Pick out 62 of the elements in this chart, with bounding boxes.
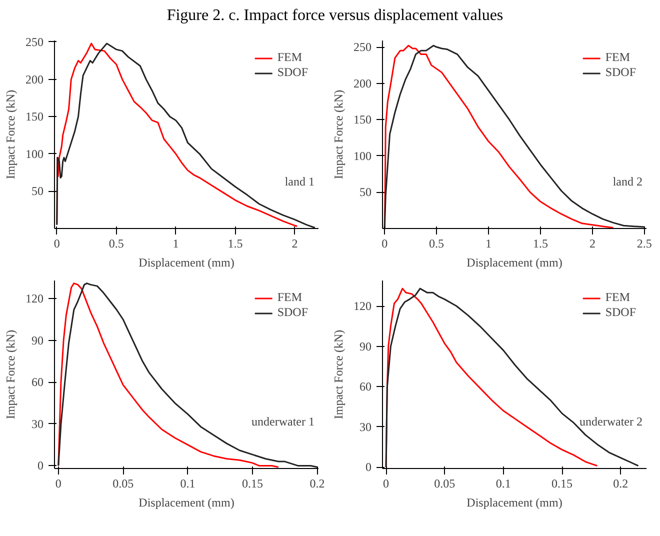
x-tick-label: 2 bbox=[292, 236, 298, 250]
legend-label: FEM bbox=[277, 290, 302, 305]
x-tick-label: 0.1 bbox=[496, 476, 511, 490]
y-tick-label: 200 bbox=[26, 72, 44, 86]
y-tick-label: 0 bbox=[38, 458, 44, 473]
legend-label: FEM bbox=[605, 50, 630, 65]
x-tick-label: 0.1 bbox=[180, 476, 196, 490]
y-tick-label: 0 bbox=[366, 460, 372, 474]
x-tick-label: 0.2 bbox=[613, 476, 628, 490]
y-tick-label: 100 bbox=[26, 146, 44, 161]
annotation: land 1 bbox=[284, 174, 315, 188]
y-tick-label: 60 bbox=[360, 380, 372, 394]
legend-label: SDOF bbox=[277, 65, 308, 80]
y-axis-title: Impact Force (kN) bbox=[4, 330, 18, 420]
x-tick-label: 1 bbox=[486, 236, 492, 250]
y-axis-title: Impact Force (kN) bbox=[332, 90, 346, 180]
y-tick-label: 250 bbox=[354, 40, 372, 54]
y-tick-label: 30 bbox=[32, 416, 44, 431]
annotation: land 2 bbox=[612, 174, 643, 188]
annotation: underwater 1 bbox=[252, 414, 315, 428]
legend-label: FEM bbox=[277, 50, 302, 65]
y-tick-label: 50 bbox=[32, 184, 44, 198]
y-tick-label: 100 bbox=[354, 148, 372, 163]
x-tick-label: 0.5 bbox=[108, 236, 124, 250]
y-tick-label: 60 bbox=[32, 375, 44, 390]
x-tick-label: 0.5 bbox=[429, 236, 444, 250]
x-axis-title: Displacement (mm) bbox=[466, 256, 562, 270]
y-tick-label: 30 bbox=[360, 420, 372, 434]
y-tick-label: 120 bbox=[26, 292, 44, 306]
chart-title: Figure 2. c. Impact force versus displacement values bbox=[166, 6, 504, 26]
legend-label: SDOF bbox=[277, 305, 308, 320]
y-axis-title: Impact Force (kN) bbox=[332, 330, 346, 420]
x-tick-label: 0 bbox=[383, 476, 390, 490]
x-tick-label: 0.15 bbox=[552, 476, 573, 490]
x-tick-label: 0.2 bbox=[310, 476, 325, 490]
x-tick-label: 1.5 bbox=[532, 236, 548, 250]
x-tick-label: 0 bbox=[382, 236, 388, 250]
y-tick-label: 200 bbox=[354, 76, 372, 90]
y-tick-label: 50 bbox=[360, 185, 372, 200]
x-axis-title: Displacement (mm) bbox=[138, 496, 234, 510]
x-tick-label: 0 bbox=[54, 236, 60, 250]
legend-label: SDOF bbox=[605, 65, 636, 80]
y-tick-label: 150 bbox=[354, 112, 372, 127]
y-tick-label: 250 bbox=[26, 34, 44, 49]
y-tick-label: 120 bbox=[354, 299, 372, 314]
y-tick-label: 90 bbox=[360, 339, 372, 354]
x-tick-label: 1.5 bbox=[228, 236, 243, 250]
x-tick-label: 2.5 bbox=[636, 236, 652, 250]
legend-label: SDOF bbox=[605, 305, 636, 320]
x-tick-label: 1 bbox=[172, 236, 179, 250]
y-axis-title: Impact Force (kN) bbox=[4, 90, 18, 180]
y-tick-label: 150 bbox=[26, 110, 44, 124]
x-tick-label: 0 bbox=[55, 476, 62, 490]
y-tick-label: 90 bbox=[32, 333, 44, 348]
x-tick-label: 0.15 bbox=[242, 476, 263, 490]
x-tick-label: 2 bbox=[589, 236, 596, 250]
x-tick-label: 0.05 bbox=[112, 476, 134, 490]
annotation: underwater 2 bbox=[580, 414, 643, 428]
legend-label: FEM bbox=[605, 290, 630, 305]
x-axis-title: Displacement (mm) bbox=[138, 256, 234, 270]
x-axis-title: Displacement (mm) bbox=[466, 496, 562, 510]
x-tick-label: 0.05 bbox=[434, 476, 456, 490]
